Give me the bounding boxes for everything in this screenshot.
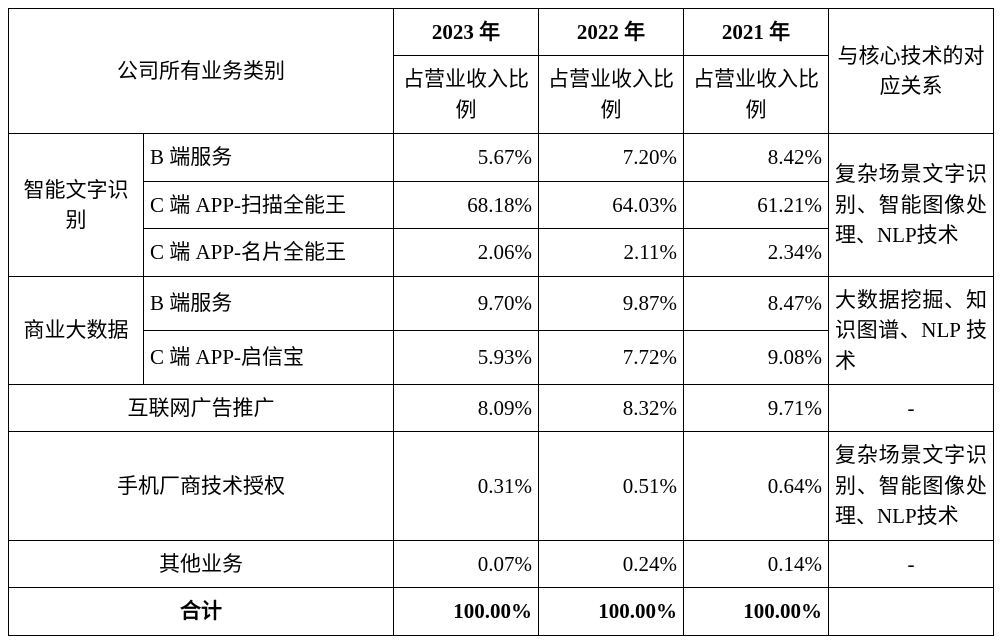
cell-value: 9.71%: [684, 384, 829, 431]
relation-cell: -: [829, 384, 994, 431]
cell-value: 2.11%: [539, 229, 684, 276]
total-relation-empty: [829, 588, 994, 635]
cell-value: 8.47%: [684, 276, 829, 330]
total-value: 100.00%: [539, 588, 684, 635]
cell-value: 68.18%: [394, 181, 539, 228]
total-label: 合计: [9, 588, 394, 635]
cell-value: 0.64%: [684, 432, 829, 540]
cell-value: 8.32%: [539, 384, 684, 431]
cell-value: 2.06%: [394, 229, 539, 276]
business-revenue-table: 公司所有业务类别 2023 年 2022 年 2021 年 与核心技术的对应关系…: [8, 8, 994, 636]
cell-value: 0.31%: [394, 432, 539, 540]
cell-value: 61.21%: [684, 181, 829, 228]
cell-value: 0.24%: [539, 540, 684, 587]
relation-cell: -: [829, 540, 994, 587]
cell-value: 8.42%: [684, 134, 829, 181]
table-row: 其他业务 0.07% 0.24% 0.14% -: [9, 540, 994, 587]
group-name-text-recognition: 智能文字识别: [9, 134, 144, 276]
total-row: 合计 100.00% 100.00% 100.00%: [9, 588, 994, 635]
group-name-bigdata: 商业大数据: [9, 276, 144, 384]
row-label: B 端服务: [144, 134, 394, 181]
subheader-2023: 占营业收入比例: [394, 56, 539, 134]
table-row: 智能文字识别 B 端服务 5.67% 7.20% 8.42% 复杂场景文字识别、…: [9, 134, 994, 181]
cell-value: 0.51%: [539, 432, 684, 540]
cell-value: 0.14%: [684, 540, 829, 587]
row-label: 手机厂商技术授权: [9, 432, 394, 540]
subheader-2021: 占营业收入比例: [684, 56, 829, 134]
row-label: B 端服务: [144, 276, 394, 330]
cell-value: 5.67%: [394, 134, 539, 181]
row-label: C 端 APP-扫描全能王: [144, 181, 394, 228]
row-label: 互联网广告推广: [9, 384, 394, 431]
table-row: 互联网广告推广 8.09% 8.32% 9.71% -: [9, 384, 994, 431]
cell-value: 0.07%: [394, 540, 539, 587]
total-value: 100.00%: [394, 588, 539, 635]
table-row: 商业大数据 B 端服务 9.70% 9.87% 8.47% 大数据挖掘、知识图谱…: [9, 276, 994, 330]
relation-cell: 大数据挖掘、知识图谱、NLP 技术: [829, 276, 994, 384]
cell-value: 7.72%: [539, 330, 684, 384]
row-label: 其他业务: [9, 540, 394, 587]
cell-value: 9.70%: [394, 276, 539, 330]
header-year-2023: 2023 年: [394, 9, 539, 56]
row-label: C 端 APP-名片全能王: [144, 229, 394, 276]
relation-cell: 复杂场景文字识别、智能图像处理、NLP技术: [829, 432, 994, 540]
cell-value: 5.93%: [394, 330, 539, 384]
header-year-2021: 2021 年: [684, 9, 829, 56]
cell-value: 64.03%: [539, 181, 684, 228]
cell-value: 8.09%: [394, 384, 539, 431]
total-value: 100.00%: [684, 588, 829, 635]
cell-value: 9.08%: [684, 330, 829, 384]
header-year-2022: 2022 年: [539, 9, 684, 56]
row-label: C 端 APP-启信宝: [144, 330, 394, 384]
cell-value: 9.87%: [539, 276, 684, 330]
cell-value: 2.34%: [684, 229, 829, 276]
header-row-1: 公司所有业务类别 2023 年 2022 年 2021 年 与核心技术的对应关系: [9, 9, 994, 56]
relation-cell: 复杂场景文字识别、智能图像处理、NLP技术: [829, 134, 994, 276]
cell-value: 7.20%: [539, 134, 684, 181]
subheader-2022: 占营业收入比例: [539, 56, 684, 134]
header-business-category: 公司所有业务类别: [9, 9, 394, 134]
table-row: 手机厂商技术授权 0.31% 0.51% 0.64% 复杂场景文字识别、智能图像…: [9, 432, 994, 540]
header-relation: 与核心技术的对应关系: [829, 9, 994, 134]
